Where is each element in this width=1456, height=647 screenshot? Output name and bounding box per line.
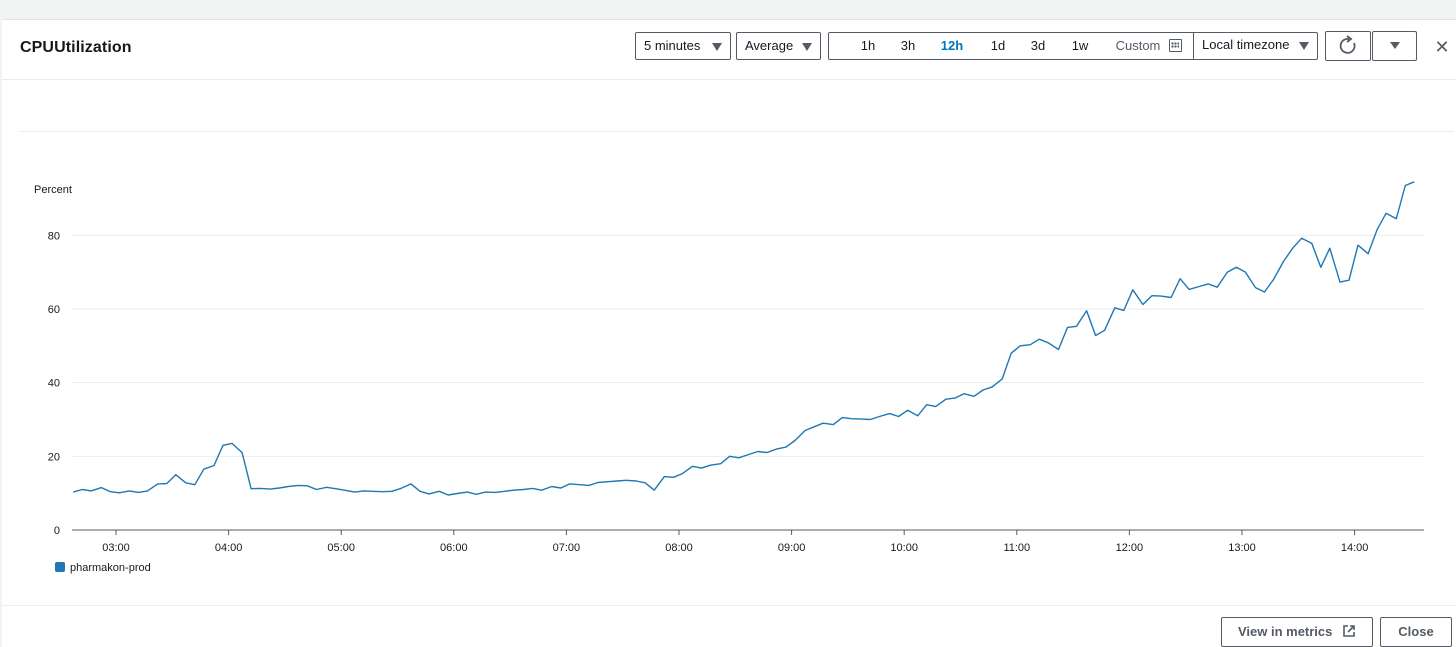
view-in-metrics-label: View in metrics — [1237, 624, 1333, 639]
x-tick-label: 04:00 — [215, 542, 243, 554]
series-line-pharmakon-prod — [73, 181, 1415, 496]
x-tick-label: 13:00 — [1228, 542, 1256, 554]
x-tick-label: 11:00 — [1003, 542, 1030, 554]
x-tick-label: 14:00 — [1341, 542, 1369, 554]
close-button[interactable]: Close — [1380, 617, 1452, 647]
y-tick-label: 80 — [48, 230, 60, 242]
x-tick-label: 07:00 — [553, 542, 581, 554]
y-tick-label: 40 — [48, 378, 60, 390]
calendar-icon[interactable] — [1169, 39, 1182, 52]
chart-top-divider — [20, 131, 1454, 132]
range-custom[interactable]: Custom — [1115, 38, 1161, 53]
period-select-value: 5 minutes — [644, 38, 701, 53]
timezone-select-value: Local timezone — [1202, 37, 1290, 52]
modal-header: CPUUtilization 5 minutes Average 1h 3h 1… — [2, 20, 1456, 80]
footer-divider — [2, 605, 1456, 606]
x-tick-label: 06:00 — [440, 542, 468, 554]
range-1w[interactable]: 1w — [1071, 38, 1089, 53]
chart-legend[interactable]: pharmakon-prod — [55, 562, 151, 574]
view-in-metrics-button[interactable]: View in metrics — [1221, 617, 1373, 647]
y-tick-label: 0 — [54, 525, 60, 537]
external-link-icon — [1343, 625, 1355, 637]
x-tick-label: 08:00 — [665, 542, 693, 554]
x-tick-label: 12:00 — [1116, 542, 1144, 554]
refresh-button[interactable] — [1325, 31, 1371, 61]
refresh-options-button[interactable] — [1372, 31, 1417, 61]
page-title: CPUUtilization — [20, 39, 132, 56]
timezone-select[interactable]: Local timezone — [1193, 32, 1319, 60]
range-12h[interactable]: 12h — [940, 38, 964, 53]
metric-modal: CPUUtilization 5 minutes Average 1h 3h 1… — [2, 19, 1456, 647]
refresh-icon — [1339, 35, 1356, 54]
caret-down-icon — [802, 43, 812, 51]
x-tick-label: 09:00 — [778, 542, 806, 554]
y-tick-label: 60 — [48, 304, 60, 316]
period-select[interactable]: 5 minutes — [635, 32, 731, 60]
cpu-utilization-chart: Percent 0 20 40 60 80 03:00 04:00 05:00 06:00 07:0… — [34, 181, 1424, 554]
close-icon[interactable]: ✕ — [1434, 37, 1450, 57]
legend-swatch — [55, 562, 65, 572]
range-1d[interactable]: 1d — [990, 38, 1006, 53]
range-1h[interactable]: 1h — [860, 38, 876, 53]
caret-down-icon — [1390, 42, 1400, 49]
legend-series-label: pharmakon-prod — [70, 562, 151, 574]
range-3d[interactable]: 3d — [1030, 38, 1046, 53]
time-range-group: 1h 3h 12h 1d 3d 1w Custom Local timezone — [828, 32, 1318, 60]
caret-down-icon — [1299, 42, 1309, 50]
x-tick-label: 10:00 — [890, 542, 918, 554]
range-3h[interactable]: 3h — [900, 38, 916, 53]
statistic-select-value: Average — [745, 38, 794, 53]
y-tick-label: 20 — [48, 451, 60, 463]
statistic-select[interactable]: Average — [736, 32, 821, 60]
x-tick-label: 03:00 — [102, 542, 130, 554]
y-axis-label: Percent — [34, 184, 72, 196]
caret-down-icon — [712, 43, 722, 51]
x-tick-label: 05:00 — [327, 542, 355, 554]
